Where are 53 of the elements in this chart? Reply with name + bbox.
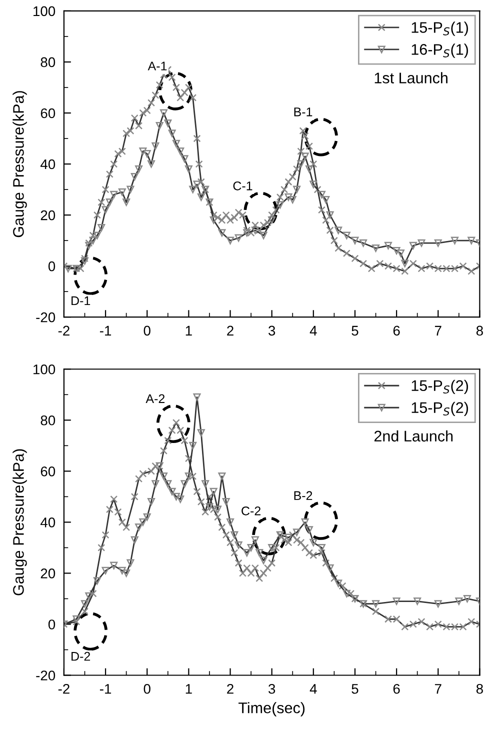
annotation: D-2 [72,652,90,661]
y-tick-label: 0 [48,620,56,630]
annotation: C-1 [233,181,252,190]
y-tick-label: 20 [40,568,56,578]
y-tick-label: -20 [36,312,56,322]
x-tick-label: -2 [58,684,70,694]
x-tick-label: 5 [352,326,358,336]
x-tick-label: -1 [100,326,112,336]
x-axis-title: Time(sec) [238,702,305,716]
x-tick-label: 8 [476,326,483,336]
legend-label: 15-P$_{S}$(1) [412,22,468,36]
x-tick-label: 3 [268,684,276,694]
x-tick-label: 5 [352,684,358,694]
x-tick-label: 2 [227,684,234,694]
x-tick-label: 1 [186,684,192,694]
y-axis-title: Gauge Pressure(kPa) [12,91,27,238]
annotation: 2nd Launch [374,430,453,442]
y-tick-label: 80 [40,415,56,426]
x-tick-label: 7 [434,326,442,336]
x-tick-label: 0 [144,326,150,336]
legend-label: 16-P$_{S}$(1) [412,44,468,58]
annotation: B-1 [294,108,312,116]
x-tick-label: 6 [393,326,400,336]
y-tick-label: 0 [48,261,56,272]
y-tick-label: 40 [40,518,56,528]
x-tick-label: 3 [268,326,276,336]
y-axis-title: Gauge Pressure(kPa) [12,449,27,596]
x-tick-label: -1 [100,684,112,694]
y-tick-label: 60 [40,466,56,476]
y-tick-label: 100 [34,364,56,374]
y-tick-label: 20 [40,210,56,220]
x-tick-label: 8 [476,684,483,694]
y-tick-label: 100 [34,6,56,16]
x-tick-label: 6 [393,684,400,694]
y-tick-label: -20 [36,670,56,680]
legend-label: 15-P$_{S}$(2) [412,380,468,394]
x-tick-label: 1 [186,326,192,336]
y-tick-label: 60 [40,108,56,118]
annotation: A-2 [146,394,165,403]
annotation: A-1 [148,62,167,70]
x-tick-label: 2 [227,326,234,336]
x-tick-label: 4 [310,326,317,336]
y-tick-label: 40 [40,159,56,170]
y-tick-label: 80 [40,57,56,68]
legend-label: 15-P$_{S}$(2) [412,402,468,416]
annotation: B-2 [294,491,312,500]
x-tick-label: 0 [144,684,150,694]
x-tick-label: -2 [58,326,70,336]
annotation: D-1 [72,296,90,306]
x-tick-label: 7 [434,684,442,694]
annotation: 1st Launch [374,72,448,84]
x-tick-label: 4 [310,684,317,694]
annotation: C-2 [242,506,260,516]
